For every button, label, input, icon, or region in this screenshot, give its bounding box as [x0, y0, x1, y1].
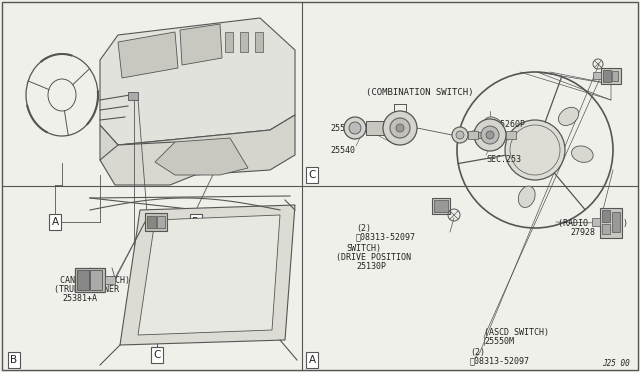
Polygon shape: [155, 138, 248, 175]
Bar: [105, 276, 115, 284]
Circle shape: [344, 117, 366, 139]
Circle shape: [349, 122, 361, 134]
Text: 25130P: 25130P: [356, 262, 386, 271]
Polygon shape: [100, 18, 295, 145]
Ellipse shape: [559, 107, 579, 125]
Bar: [600, 208, 622, 238]
Bar: [593, 72, 601, 79]
Text: (COMBINATION SWITCH): (COMBINATION SWITCH): [366, 88, 474, 97]
Polygon shape: [138, 215, 280, 335]
Bar: [225, 32, 233, 52]
Bar: [506, 131, 516, 139]
Text: A: A: [308, 355, 316, 365]
Text: Ⓝ08313-52097: Ⓝ08313-52097: [470, 356, 530, 365]
Bar: [602, 224, 610, 234]
Circle shape: [396, 124, 404, 132]
Ellipse shape: [518, 186, 535, 208]
Bar: [468, 131, 478, 139]
Bar: [145, 213, 167, 231]
Bar: [147, 216, 156, 228]
Bar: [478, 132, 485, 138]
Bar: [592, 218, 600, 226]
Text: CANCEL SWITCH): CANCEL SWITCH): [60, 276, 130, 285]
Circle shape: [481, 126, 499, 144]
Bar: [602, 210, 610, 222]
Polygon shape: [180, 24, 222, 65]
Bar: [603, 70, 611, 82]
Polygon shape: [100, 115, 295, 180]
Circle shape: [474, 119, 506, 151]
Bar: [90, 270, 102, 290]
Circle shape: [456, 131, 464, 139]
Bar: [255, 32, 263, 52]
Circle shape: [383, 111, 417, 145]
Text: 25567: 25567: [330, 124, 355, 133]
Bar: [601, 68, 621, 84]
Circle shape: [390, 118, 410, 138]
Text: 25381+A: 25381+A: [62, 294, 97, 303]
Text: Ⓝ08313-52097: Ⓝ08313-52097: [356, 232, 416, 241]
Bar: [434, 200, 448, 212]
Bar: [240, 32, 248, 52]
Text: (DRIVE POSITION: (DRIVE POSITION: [336, 253, 411, 262]
Bar: [77, 270, 89, 290]
Bar: [612, 212, 620, 232]
Polygon shape: [118, 32, 178, 78]
Bar: [157, 216, 165, 228]
Text: (TRUNK OPENER: (TRUNK OPENER: [54, 285, 119, 294]
Ellipse shape: [484, 117, 504, 136]
Text: C: C: [154, 350, 161, 360]
Ellipse shape: [572, 146, 593, 162]
Text: A: A: [51, 217, 59, 227]
Text: (RADIO SWITCH): (RADIO SWITCH): [558, 219, 628, 228]
Polygon shape: [100, 142, 195, 185]
Text: B: B: [193, 217, 200, 227]
Text: 27928: 27928: [570, 228, 595, 237]
Text: 25550M: 25550M: [484, 337, 514, 346]
Text: B: B: [10, 355, 17, 365]
Bar: [366, 121, 386, 135]
Text: 25260P: 25260P: [495, 120, 525, 129]
Bar: [612, 71, 618, 81]
Text: SWITCH): SWITCH): [346, 244, 381, 253]
Text: 25540: 25540: [330, 146, 355, 155]
Bar: [128, 92, 138, 100]
Text: (2): (2): [356, 224, 371, 233]
Ellipse shape: [505, 120, 565, 180]
Text: C: C: [308, 170, 316, 180]
Text: J25 00: J25 00: [602, 359, 630, 368]
Text: SEC.253: SEC.253: [486, 155, 521, 164]
Bar: [432, 198, 450, 214]
Bar: [386, 124, 394, 132]
Circle shape: [486, 131, 494, 139]
Bar: [75, 268, 105, 292]
Circle shape: [452, 127, 468, 143]
Text: (ASCD SWITCH): (ASCD SWITCH): [484, 328, 549, 337]
Polygon shape: [120, 205, 295, 345]
Text: (2): (2): [470, 348, 485, 357]
